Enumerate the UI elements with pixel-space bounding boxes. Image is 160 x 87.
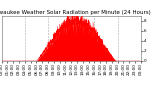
Title: Milwaukee Weather Solar Radiation per Minute (24 Hours): Milwaukee Weather Solar Radiation per Mi… <box>0 10 151 15</box>
